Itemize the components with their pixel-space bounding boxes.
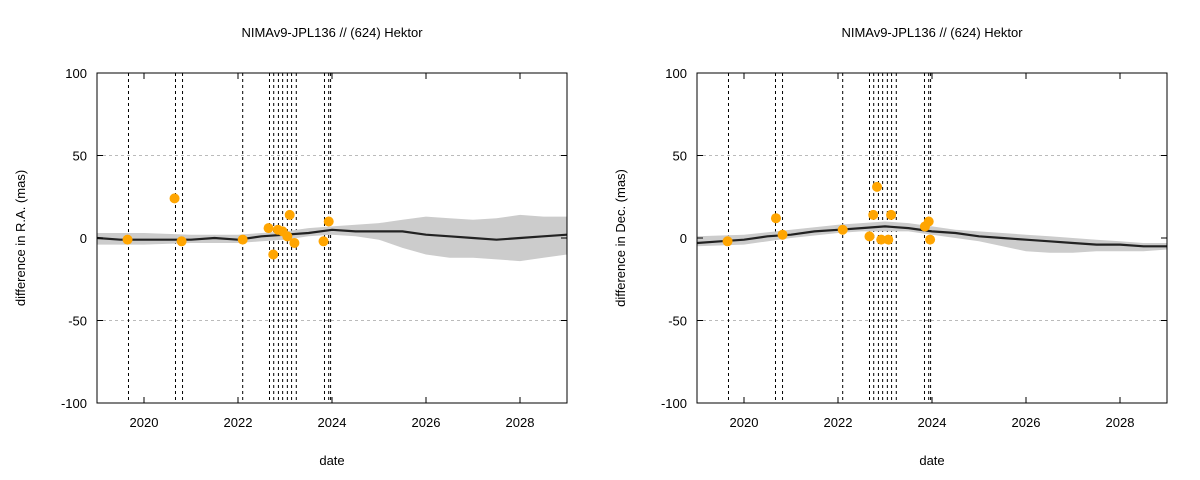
x-tick-label: 2022	[224, 415, 253, 430]
y-tick-label: 100	[65, 66, 87, 81]
x-tick-label: 2028	[1106, 415, 1135, 430]
observation-point	[777, 229, 788, 240]
observation-point	[282, 231, 293, 242]
x-tick-label: 2026	[412, 415, 441, 430]
y-tick-label: 0	[680, 231, 687, 246]
y-tick-label: -100	[661, 396, 687, 411]
observation-point	[176, 236, 187, 247]
difference-line	[697, 225, 1167, 248]
observation-point	[864, 231, 875, 242]
x-tick-label: 2024	[318, 415, 347, 430]
x-tick-label: 2028	[506, 415, 535, 430]
observation-point	[318, 236, 329, 247]
observation-point	[268, 249, 279, 260]
y-tick-label: -100	[61, 396, 87, 411]
y-tick-label: -50	[668, 314, 687, 329]
observation-point	[722, 236, 733, 247]
observation-point	[263, 223, 274, 234]
observation-point	[886, 209, 897, 220]
observation-point	[323, 216, 334, 227]
observation-point	[923, 216, 934, 227]
observation-point	[770, 213, 781, 224]
uncertainty-band	[97, 214, 567, 262]
observation-point	[925, 234, 936, 245]
observation-point	[122, 234, 133, 245]
difference-line	[97, 228, 567, 241]
observation-point	[872, 181, 883, 192]
x-tick-label: 2020	[730, 415, 759, 430]
y-tick-label: 50	[73, 149, 87, 164]
observation-point	[237, 234, 248, 245]
uncertainty-band	[697, 221, 1167, 253]
y-axis-label: difference in R.A. (mas)	[13, 170, 28, 306]
y-tick-label: 100	[665, 66, 687, 81]
observation-point	[883, 234, 894, 245]
y-axis-label: difference in Dec. (mas)	[613, 169, 628, 307]
x-axis-label: date	[919, 453, 944, 468]
plot-area	[697, 73, 1167, 403]
x-axis-label: date	[319, 453, 344, 468]
observation-point	[876, 234, 887, 245]
chart-title: NIMAv9-JPL136 // (624) Hektor	[841, 25, 1023, 40]
x-tick-label: 2024	[918, 415, 947, 430]
chart-panel-ra: NIMAv9-JPL136 // (624) Hektor date diffe…	[13, 25, 568, 468]
x-tick-label: 2020	[130, 415, 159, 430]
plot-area	[97, 73, 567, 403]
y-tick-label: -50	[68, 314, 87, 329]
observation-point	[837, 224, 848, 235]
observation-point	[284, 209, 295, 220]
x-tick-label: 2026	[1012, 415, 1041, 430]
observation-point	[169, 193, 180, 204]
y-tick-label: 0	[80, 231, 87, 246]
observation-point	[289, 237, 300, 248]
observation-point	[868, 209, 879, 220]
x-tick-label: 2022	[824, 415, 853, 430]
chart-panel-dec: NIMAv9-JPL136 // (624) Hektor date diffe…	[613, 25, 1168, 468]
chart-title: NIMAv9-JPL136 // (624) Hektor	[241, 25, 423, 40]
y-tick-label: 50	[673, 149, 687, 164]
